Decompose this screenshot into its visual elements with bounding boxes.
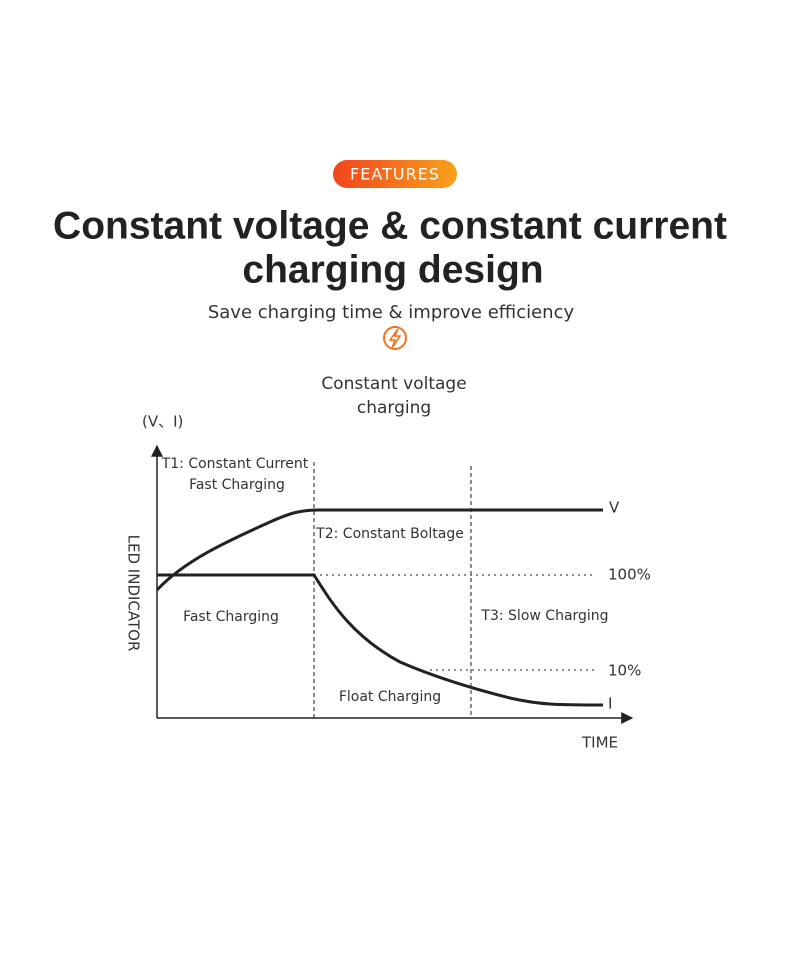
phase-label: T1: Constant Current [161, 456, 309, 472]
y-axis-title: LED INDICATOR [125, 535, 143, 652]
subtitle: Save charging time & improve efficiency [208, 302, 575, 323]
y-unit: (V、I) [142, 413, 183, 431]
level-label: 100% [608, 566, 651, 584]
badge-text: FEATURES [350, 165, 440, 184]
x-axis-title: TIME [581, 734, 618, 752]
current-curve [157, 573, 604, 707]
level-label: 10% [608, 662, 641, 680]
region-label: Fast Charging [183, 609, 279, 625]
diagram-heading: Constant voltage [321, 374, 466, 394]
curve-label: V [609, 499, 620, 517]
phase-label: T3: Slow Charging [480, 608, 608, 624]
diagram-heading: charging [357, 398, 431, 418]
curve-label: I [608, 695, 612, 713]
badge [333, 160, 457, 188]
phase-label: Fast Charging [189, 477, 285, 493]
voltage-curve [155, 508, 603, 592]
region-label: Float Charging [339, 689, 441, 705]
phase-label: T2: Constant Boltage [315, 526, 464, 542]
bolt-icon [383, 326, 407, 350]
title: charging design [242, 248, 543, 291]
title: Constant voltage & constant current [53, 204, 727, 247]
